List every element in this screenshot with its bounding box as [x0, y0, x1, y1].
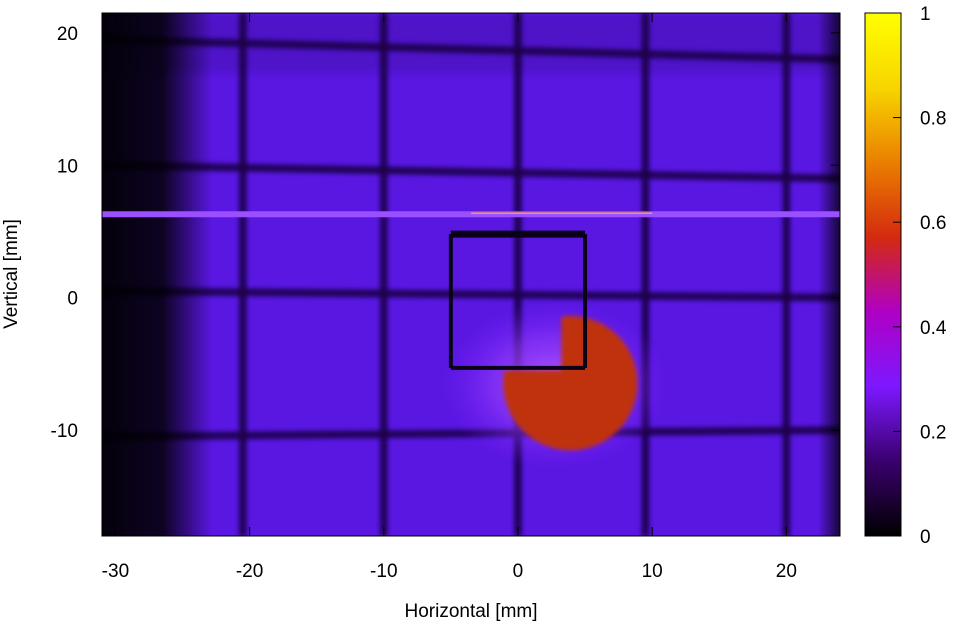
x-tick-label: 0 — [513, 561, 524, 582]
detector-dark-band-left — [102, 13, 212, 536]
colorbar-tick-label: 0.2 — [920, 422, 946, 443]
grid-shadow-lines — [102, 13, 840, 536]
x-axis-ticks: -30 -20 -10 0 10 20 — [102, 13, 797, 582]
colorbar-tick-label: 0 — [920, 527, 931, 548]
y-axis-ticks: -10 0 10 20 — [51, 24, 840, 442]
grid-shadow-horizontal-0 — [102, 35, 840, 64]
bright-line-band — [102, 211, 840, 218]
x-tick-label: 10 — [642, 561, 663, 582]
y-tick-label: 10 — [57, 156, 78, 177]
y-tick-label: 0 — [67, 289, 78, 310]
colorbar-ticks: 0 0.2 0.4 0.6 0.8 1 — [893, 4, 947, 548]
colorbar-tick-label: 0.8 — [920, 109, 946, 130]
x-tick-label: -30 — [102, 561, 129, 582]
y-tick-label: -10 — [51, 421, 78, 442]
detector-dark-band-right — [818, 13, 840, 536]
square-frame — [448, 230, 588, 370]
colorbar-tick-label: 1 — [920, 4, 931, 25]
x-axis-label: Horizontal [mm] — [404, 601, 537, 622]
y-axis-label: Vertical [mm] — [1, 219, 22, 329]
grid-shadow-horizontal-2 — [102, 287, 840, 302]
y-tick-label: 20 — [57, 24, 78, 45]
colorbar-tick-label: 0.4 — [920, 318, 947, 339]
beam-spot — [503, 316, 638, 451]
x-tick-label: -10 — [370, 561, 397, 582]
grid-shadow-horizontal-1 — [102, 161, 840, 183]
colorbar — [864, 12, 902, 537]
colorbar-tick-label: 0.6 — [920, 213, 946, 234]
plot-frame — [101, 12, 841, 537]
x-tick-label: -20 — [236, 561, 263, 582]
bright-line — [102, 211, 840, 218]
x-tick-label: 20 — [776, 561, 797, 582]
heatmap-background — [102, 13, 840, 536]
